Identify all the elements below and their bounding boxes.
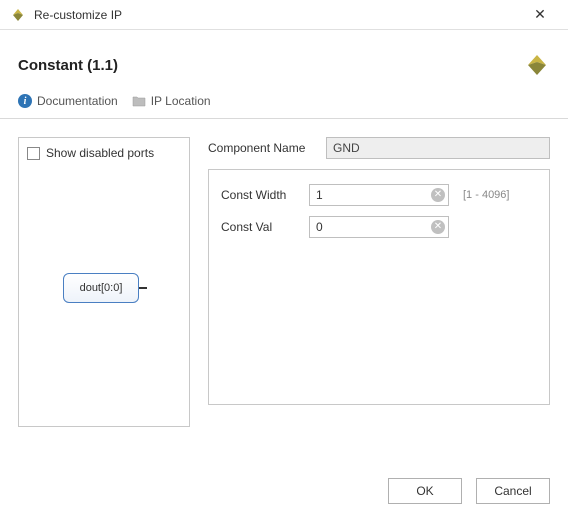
close-button[interactable]: ✕ [520, 6, 560, 23]
documentation-label: Documentation [37, 94, 118, 108]
const-width-field: ✕ [309, 184, 449, 206]
window-title: Re-customize IP [34, 8, 520, 22]
dialog-footer: OK Cancel [388, 478, 550, 504]
folder-icon [132, 95, 146, 107]
port-stub-icon [139, 287, 147, 289]
ip-location-link[interactable]: IP Location [132, 94, 211, 108]
const-val-row: Const Val ✕ [221, 216, 537, 238]
info-icon: i [18, 94, 32, 108]
ip-title: Constant (1.1) [18, 57, 524, 74]
const-val-field: ✕ [309, 216, 449, 238]
show-disabled-ports-label: Show disabled ports [46, 146, 154, 160]
component-name-label: Component Name [208, 141, 318, 155]
ok-label: OK [416, 484, 433, 498]
toolbar: i Documentation IP Location [0, 84, 568, 118]
component-name-input[interactable] [326, 137, 550, 159]
show-disabled-ports-checkbox[interactable] [27, 147, 40, 160]
clear-icon[interactable]: ✕ [431, 188, 445, 202]
titlebar: Re-customize IP ✕ [0, 0, 568, 30]
component-name-row: Component Name [208, 137, 550, 159]
const-width-label: Const Width [221, 188, 301, 202]
ip-block-symbol[interactable]: dout[0:0] [63, 273, 139, 303]
ok-button[interactable]: OK [388, 478, 462, 504]
dialog-header: Constant (1.1) [0, 30, 568, 84]
const-width-input[interactable] [309, 184, 449, 206]
cancel-button[interactable]: Cancel [476, 478, 550, 504]
documentation-link[interactable]: i Documentation [18, 94, 118, 108]
vendor-logo-icon [524, 52, 550, 78]
const-width-range: [1 - 4096] [463, 189, 509, 201]
component-name-field [326, 137, 550, 159]
app-logo-icon [10, 7, 26, 23]
clear-icon[interactable]: ✕ [431, 220, 445, 234]
const-val-input[interactable] [309, 216, 449, 238]
parameters-box: Const Width ✕ [1 - 4096] Const Val ✕ [208, 169, 550, 405]
port-label: dout[0:0] [80, 282, 123, 294]
const-width-row: Const Width ✕ [1 - 4096] [221, 184, 537, 206]
show-disabled-ports-row: Show disabled ports [19, 138, 189, 160]
ip-location-label: IP Location [151, 94, 211, 108]
const-val-label: Const Val [221, 220, 301, 234]
form-pane: Component Name Const Width ✕ [1 - 4096] … [208, 137, 550, 427]
preview-pane: Show disabled ports dout[0:0] [18, 137, 190, 427]
content-area: Show disabled ports dout[0:0] Component … [0, 119, 568, 427]
cancel-label: Cancel [494, 484, 531, 498]
